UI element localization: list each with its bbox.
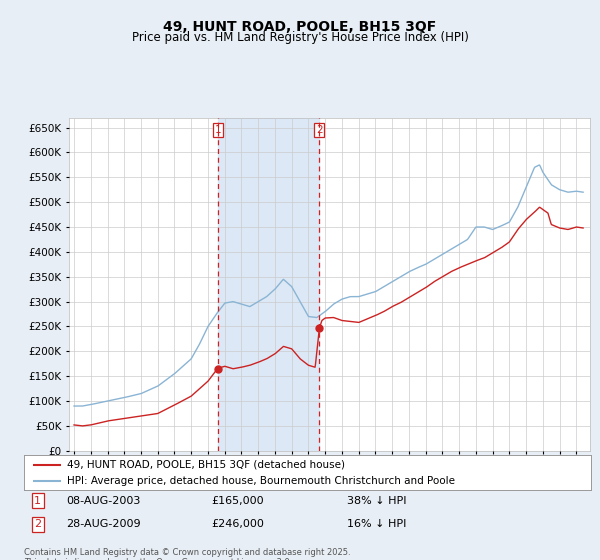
Text: 08-AUG-2003: 08-AUG-2003 [67,496,141,506]
Text: 49, HUNT ROAD, POOLE, BH15 3QF: 49, HUNT ROAD, POOLE, BH15 3QF [163,20,437,34]
Text: 49, HUNT ROAD, POOLE, BH15 3QF (detached house): 49, HUNT ROAD, POOLE, BH15 3QF (detached… [67,460,344,470]
Text: £165,000: £165,000 [211,496,264,506]
Text: 1: 1 [215,125,221,135]
Text: 2: 2 [316,125,323,135]
Text: Contains HM Land Registry data © Crown copyright and database right 2025.
This d: Contains HM Land Registry data © Crown c… [24,548,350,560]
Text: £246,000: £246,000 [211,519,264,529]
Bar [218,118,319,451]
Text: 38% ↓ HPI: 38% ↓ HPI [347,496,407,506]
Text: 2: 2 [34,519,41,529]
Text: HPI: Average price, detached house, Bournemouth Christchurch and Poole: HPI: Average price, detached house, Bour… [67,475,455,486]
Text: 28-AUG-2009: 28-AUG-2009 [67,519,141,529]
Text: 1: 1 [34,496,41,506]
Text: 16% ↓ HPI: 16% ↓ HPI [347,519,407,529]
Text: Price paid vs. HM Land Registry's House Price Index (HPI): Price paid vs. HM Land Registry's House … [131,31,469,44]
